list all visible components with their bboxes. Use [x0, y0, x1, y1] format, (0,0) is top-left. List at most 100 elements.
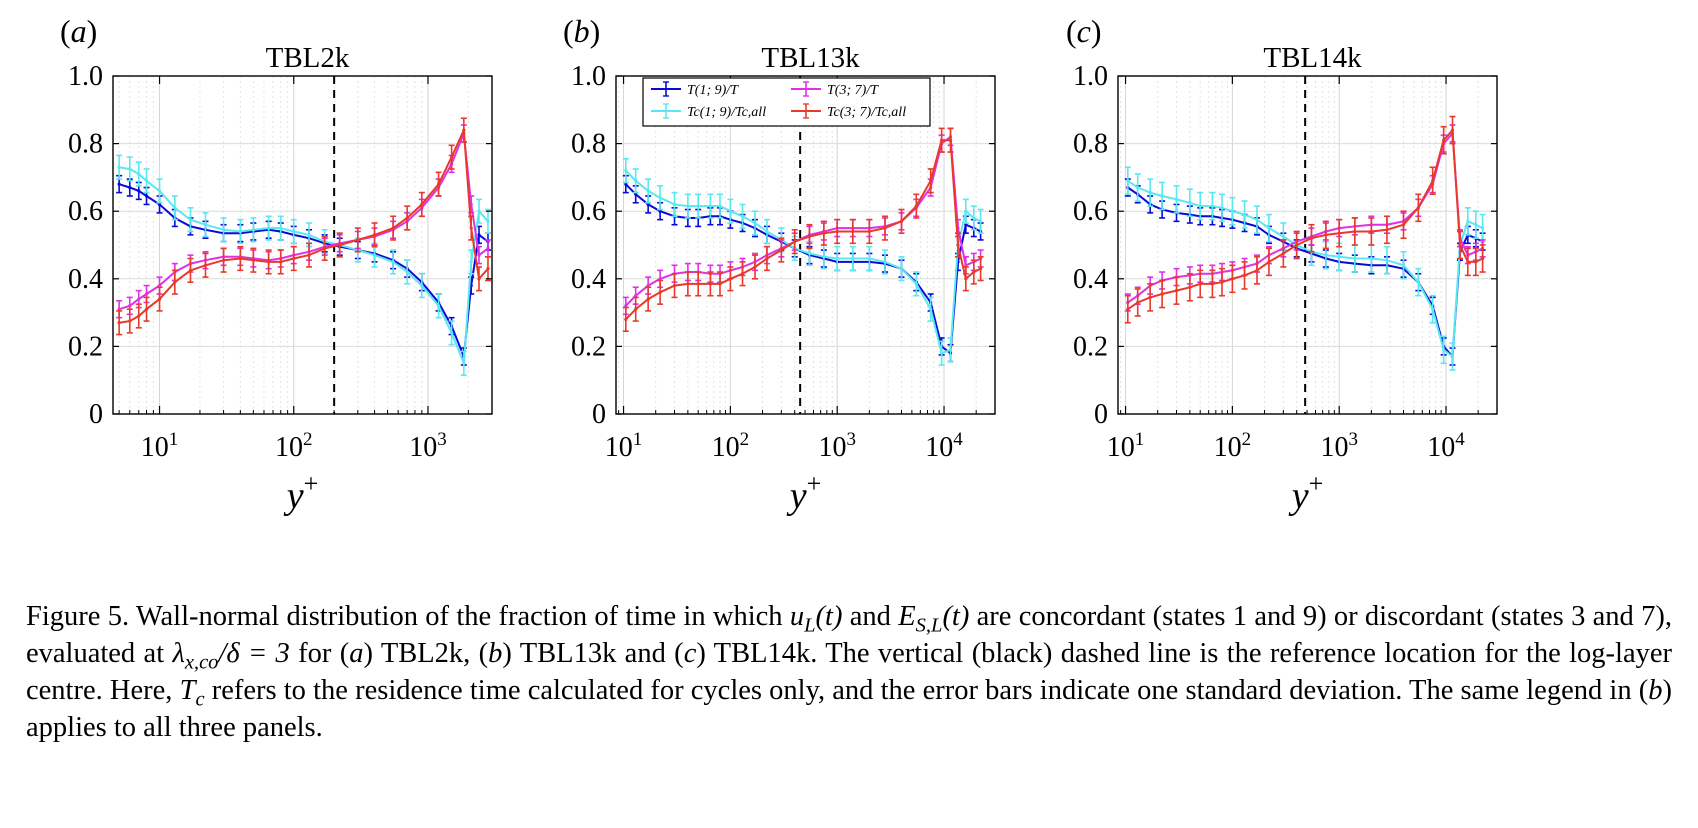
data-point — [964, 263, 968, 267]
data-point — [718, 282, 722, 286]
caption-label: Figure 5. — [26, 601, 130, 632]
data-point — [137, 189, 141, 193]
y-tick-label: 1.0 — [1073, 61, 1108, 92]
data-point — [173, 280, 177, 284]
data-point — [1230, 277, 1234, 281]
data-point — [449, 155, 454, 159]
y-tick-label: 0.4 — [1073, 264, 1108, 295]
data-point — [391, 226, 395, 230]
y-tick-label: 1.0 — [571, 61, 606, 92]
data-point — [137, 297, 141, 301]
data-point — [1450, 128, 1455, 132]
data-point — [686, 204, 690, 208]
data-point — [765, 256, 769, 261]
series-line — [118, 183, 489, 357]
data-point — [979, 267, 983, 271]
data-point — [307, 253, 311, 257]
caption-segment: b — [1648, 675, 1663, 706]
data-point — [1369, 229, 1373, 234]
data-point — [188, 268, 193, 272]
caption-segment: c — [195, 688, 205, 711]
data-point — [696, 282, 700, 286]
caption-segment: and — [842, 601, 899, 632]
data-point — [292, 256, 296, 261]
data-point — [188, 218, 193, 222]
data-point — [1220, 280, 1224, 284]
grid — [113, 76, 492, 414]
series-line — [118, 129, 489, 324]
data-point — [1174, 197, 1179, 201]
y-tick-label: 0.6 — [571, 196, 606, 227]
data-point — [883, 226, 887, 230]
data-point — [624, 169, 628, 173]
data-point — [1136, 185, 1140, 190]
data-point — [420, 202, 424, 207]
data-point — [956, 243, 960, 247]
data-point — [144, 179, 149, 183]
data-point — [807, 251, 812, 256]
data-point — [1324, 233, 1328, 237]
data-point — [646, 297, 650, 301]
data-point — [624, 304, 628, 308]
data-point — [251, 258, 255, 262]
data-point — [753, 265, 757, 269]
y-tick-label: 0.8 — [571, 129, 606, 160]
x-tick-label: 104 — [925, 429, 963, 463]
series-line — [1127, 127, 1484, 311]
y-tick-label: 0 — [89, 399, 103, 430]
data-point — [1416, 206, 1420, 210]
data-point — [929, 179, 933, 183]
x-tick-label: 103 — [1320, 429, 1358, 463]
caption-segment: ) TBL2k, ( — [363, 638, 489, 669]
data-point — [940, 351, 944, 355]
panel-title: TBL14k — [1263, 42, 1362, 74]
y-tick-label: 0.6 — [1073, 196, 1108, 227]
data-point — [203, 223, 208, 227]
data-point — [1442, 348, 1446, 352]
data-point — [964, 277, 968, 281]
data-point — [1353, 256, 1357, 261]
data-point — [117, 321, 121, 325]
data-point — [753, 221, 757, 225]
data-point — [793, 240, 797, 244]
series-group — [116, 117, 491, 376]
data-point — [449, 331, 454, 335]
caption-segment: (t) — [942, 601, 970, 632]
data-point — [1148, 295, 1152, 299]
data-point — [128, 319, 132, 323]
y-tick-label: 0.4 — [571, 264, 606, 295]
data-point — [251, 228, 255, 232]
data-point — [477, 277, 481, 281]
data-point — [1431, 179, 1435, 183]
series-group — [1124, 115, 1486, 371]
caption-segment: x,co — [184, 651, 219, 674]
caption-segment: for ( — [289, 638, 350, 669]
data-point — [144, 292, 149, 296]
data-point — [1160, 194, 1164, 198]
caption-segment: ) TBL14k. The vertical (black) dashed li… — [26, 638, 1673, 706]
x-tick-label: 102 — [275, 429, 313, 463]
panel-b: 0 0.2 0.4 0.6 0.8 1.0 101 102 103 104 y+ TBL13k (b) T… — [563, 13, 996, 517]
caption-segment: ) applies to all three panels. — [26, 675, 1672, 743]
data-point — [323, 246, 327, 250]
data-point — [979, 219, 983, 223]
data-point — [144, 307, 149, 311]
data-point — [1242, 273, 1247, 278]
caption-segment: u — [789, 601, 805, 632]
data-point — [634, 179, 638, 183]
x-tick-label: 103 — [409, 429, 447, 463]
data-point — [851, 256, 855, 261]
data-point — [1160, 292, 1164, 296]
legend-item: Tc(3; 7)/Tc,all — [791, 103, 906, 120]
data-point — [1267, 226, 1271, 230]
data-point — [1324, 253, 1328, 257]
data-point — [899, 267, 904, 271]
data-point — [929, 307, 933, 311]
data-point — [1450, 354, 1455, 359]
panel-label: (a) — [60, 13, 97, 49]
data-point — [1295, 243, 1299, 247]
grid — [616, 76, 995, 414]
data-point — [436, 304, 441, 308]
y-tick-label: 0.4 — [68, 264, 103, 295]
series-line — [118, 133, 489, 311]
